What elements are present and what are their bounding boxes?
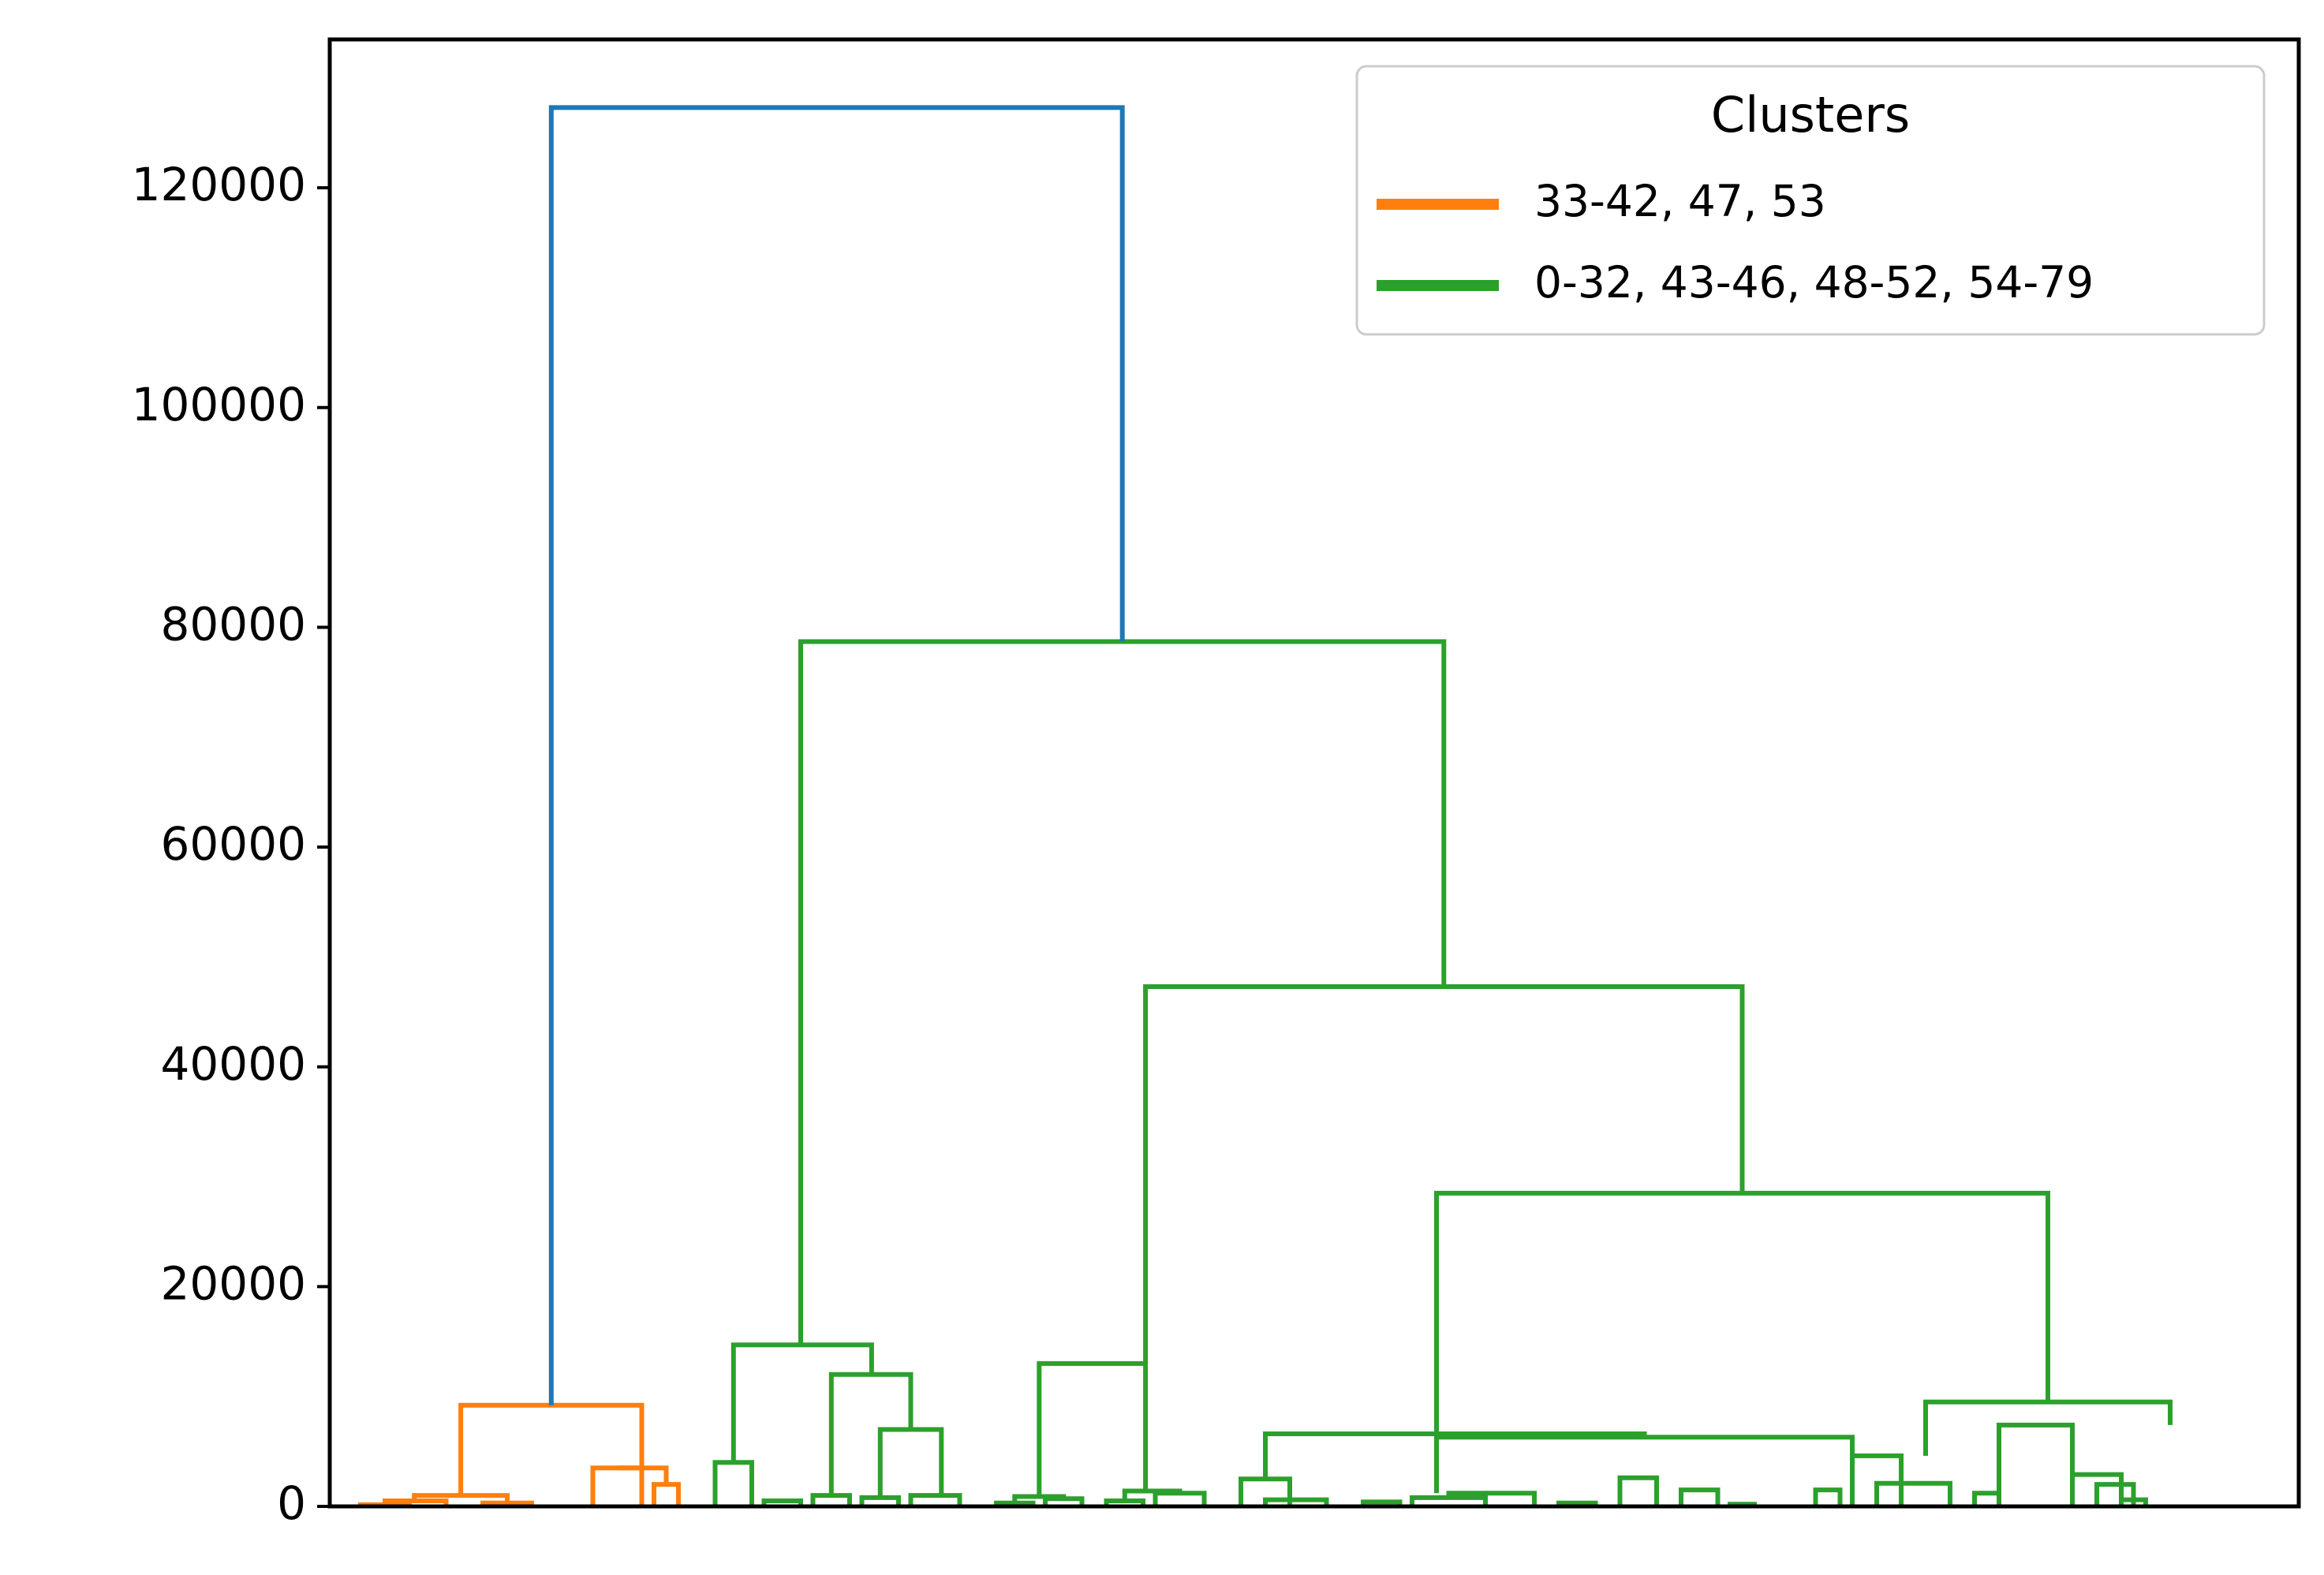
dendrogram-link-30 bbox=[1617, 1475, 1659, 1506]
dendrogram-link-39 bbox=[2070, 1472, 2124, 1506]
dendrogram-link-40 bbox=[2094, 1482, 2136, 1506]
dendrogram-link-34 bbox=[1813, 1487, 1843, 1506]
legend-label-orange: 33-42, 47, 53 bbox=[1534, 176, 1826, 226]
legend-title: Clusters bbox=[1711, 86, 1910, 144]
y-tick-label-2: 40000 bbox=[160, 1037, 306, 1091]
y-tick-label-4: 80000 bbox=[160, 598, 306, 651]
plot-frame bbox=[327, 37, 2301, 1509]
y-tick-label-5: 100000 bbox=[132, 378, 306, 431]
y-tick-label-6: 120000 bbox=[132, 158, 306, 211]
dendrogram-links bbox=[358, 105, 2173, 1507]
legend-label-green: 0-32, 43-46, 48-52, 54-79 bbox=[1534, 257, 2094, 308]
dendrogram-link-31 bbox=[1679, 1487, 1721, 1506]
y-tick-label-1: 20000 bbox=[160, 1256, 306, 1310]
dendrogram-link-6 bbox=[617, 1465, 669, 1485]
dendrogram-link-27 bbox=[1446, 1491, 1537, 1506]
dendrogram-link-9 bbox=[761, 1498, 803, 1506]
dendrogram-link-21 bbox=[1122, 1488, 1183, 1501]
dendrogram-link-12 bbox=[908, 1493, 962, 1506]
dendrogram-link-46 bbox=[548, 105, 1125, 1405]
dendrogram-link-38 bbox=[1997, 1422, 2075, 1506]
y-axis: 0 20000 40000 60000 80000 100000 120000 bbox=[132, 158, 330, 1530]
dendrogram-link-24 bbox=[1263, 1497, 1329, 1506]
legend-box bbox=[1355, 65, 2266, 336]
y-tick-label-0: 0 bbox=[277, 1476, 306, 1530]
dendrogram-link-36 bbox=[1874, 1480, 1952, 1506]
dendrogram-link-41 bbox=[2119, 1497, 2148, 1506]
dendrogram-link-25 bbox=[1361, 1499, 1403, 1506]
y-tick-label-3: 60000 bbox=[160, 817, 306, 871]
legend: Clusters 33-42, 47, 53 0-32, 43-46, 48-5… bbox=[1355, 65, 2266, 336]
dendrogram-link-22 bbox=[1037, 1360, 1149, 1497]
